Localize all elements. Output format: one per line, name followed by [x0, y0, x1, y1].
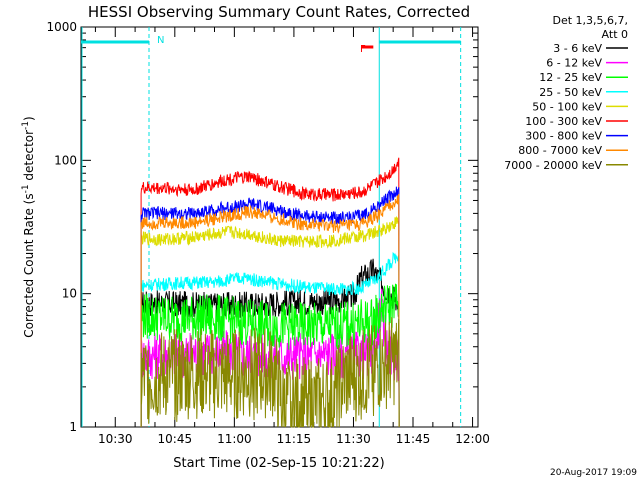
series-line-0: [140, 258, 400, 428]
y-axis-label: Corrected Count Rate (s-1 detector-1): [21, 116, 36, 337]
x-tick-label: 10:30: [98, 432, 133, 446]
series-line-3: [140, 251, 400, 428]
data-marks: [81, 27, 462, 427]
x-tick-label: 11:00: [217, 432, 252, 446]
timestamp: 20-Aug-2017 19:09: [550, 468, 637, 478]
legend-label: 7000 - 20000 keV: [504, 159, 602, 172]
x-tick-label: 11:45: [396, 432, 431, 446]
legend-label: 25 - 50 keV: [539, 86, 602, 99]
legend-label: 3 - 6 keV: [553, 42, 602, 55]
series-line-4: [140, 215, 400, 428]
legend-label: 50 - 100 keV: [532, 100, 602, 113]
night-label: N: [157, 35, 164, 46]
x-axis-label: Start Time (02-Sep-15 10:21:22): [173, 456, 384, 471]
legend-header-line1: Det 1,3,5,6,7,: [552, 14, 628, 27]
y-axis-label-end: ): [22, 116, 36, 121]
series-line-5: [140, 157, 400, 428]
legend-label: 12 - 25 keV: [539, 71, 602, 84]
legend-label: 6 - 12 keV: [546, 57, 602, 70]
y-axis: 1 10 100 1000: [46, 20, 478, 434]
series-line-7: [140, 193, 400, 428]
y-tick-label: 100: [54, 153, 77, 167]
flare-label: F: [360, 44, 366, 55]
legend-label: 800 - 7000 keV: [518, 144, 602, 157]
series-line-2: [140, 283, 400, 428]
y-axis-label-main: Corrected Count Rate (s: [22, 193, 36, 337]
legend-header-line2: Att 0: [602, 28, 628, 41]
y-tick-label: 1: [69, 420, 77, 434]
y-axis-label-mid: detector: [22, 130, 36, 185]
legend-label: 100 - 300 keV: [525, 115, 602, 128]
series-line-6: [140, 186, 400, 428]
x-tick-label: 10:45: [158, 432, 193, 446]
x-tick-label: 11:30: [336, 432, 371, 446]
y-axis-label-sup2: -1: [21, 121, 31, 130]
y-tick-label: 1000: [46, 20, 77, 34]
y-tick-label: 10: [62, 287, 77, 301]
series-line-8: [140, 317, 400, 428]
y-axis-label-sup1: -1: [21, 184, 31, 193]
x-tick-label: 12:00: [455, 432, 490, 446]
legend-label: 300 - 800 keV: [525, 130, 602, 143]
series-lines: [140, 157, 400, 428]
chart-title: HESSI Observing Summary Count Rates, Cor…: [88, 3, 470, 21]
plot-frame: [80, 26, 479, 428]
x-tick-label: 11:15: [277, 432, 312, 446]
